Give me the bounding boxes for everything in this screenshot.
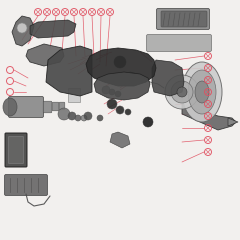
Polygon shape (12, 16, 34, 46)
Polygon shape (152, 60, 184, 96)
Circle shape (75, 115, 81, 121)
Polygon shape (86, 48, 156, 86)
Circle shape (97, 115, 103, 121)
Ellipse shape (3, 98, 17, 116)
Circle shape (17, 23, 27, 33)
Bar (68, 88, 80, 102)
Circle shape (165, 75, 199, 109)
FancyBboxPatch shape (43, 101, 52, 113)
Polygon shape (46, 46, 92, 96)
Circle shape (109, 89, 115, 95)
FancyBboxPatch shape (52, 102, 59, 111)
Circle shape (58, 108, 70, 120)
Circle shape (171, 81, 193, 103)
Polygon shape (182, 104, 236, 130)
FancyBboxPatch shape (146, 35, 211, 52)
Polygon shape (110, 132, 130, 148)
Circle shape (115, 91, 121, 97)
Circle shape (68, 112, 76, 120)
FancyBboxPatch shape (59, 102, 65, 110)
Circle shape (107, 99, 117, 109)
Circle shape (177, 87, 187, 97)
Circle shape (84, 112, 92, 120)
Circle shape (81, 115, 87, 121)
Circle shape (114, 56, 126, 68)
FancyBboxPatch shape (5, 174, 48, 196)
Circle shape (116, 106, 124, 114)
Ellipse shape (182, 62, 222, 122)
Circle shape (143, 117, 153, 127)
Circle shape (188, 87, 198, 97)
Polygon shape (30, 20, 76, 38)
Polygon shape (94, 72, 150, 100)
Circle shape (183, 82, 203, 102)
Ellipse shape (188, 70, 216, 114)
Circle shape (102, 86, 110, 94)
FancyBboxPatch shape (8, 96, 43, 118)
Circle shape (125, 109, 131, 115)
Polygon shape (228, 118, 238, 126)
FancyBboxPatch shape (8, 137, 24, 163)
Ellipse shape (195, 81, 209, 103)
Polygon shape (26, 44, 64, 66)
FancyBboxPatch shape (156, 8, 210, 30)
FancyBboxPatch shape (161, 11, 207, 27)
FancyBboxPatch shape (5, 133, 27, 167)
